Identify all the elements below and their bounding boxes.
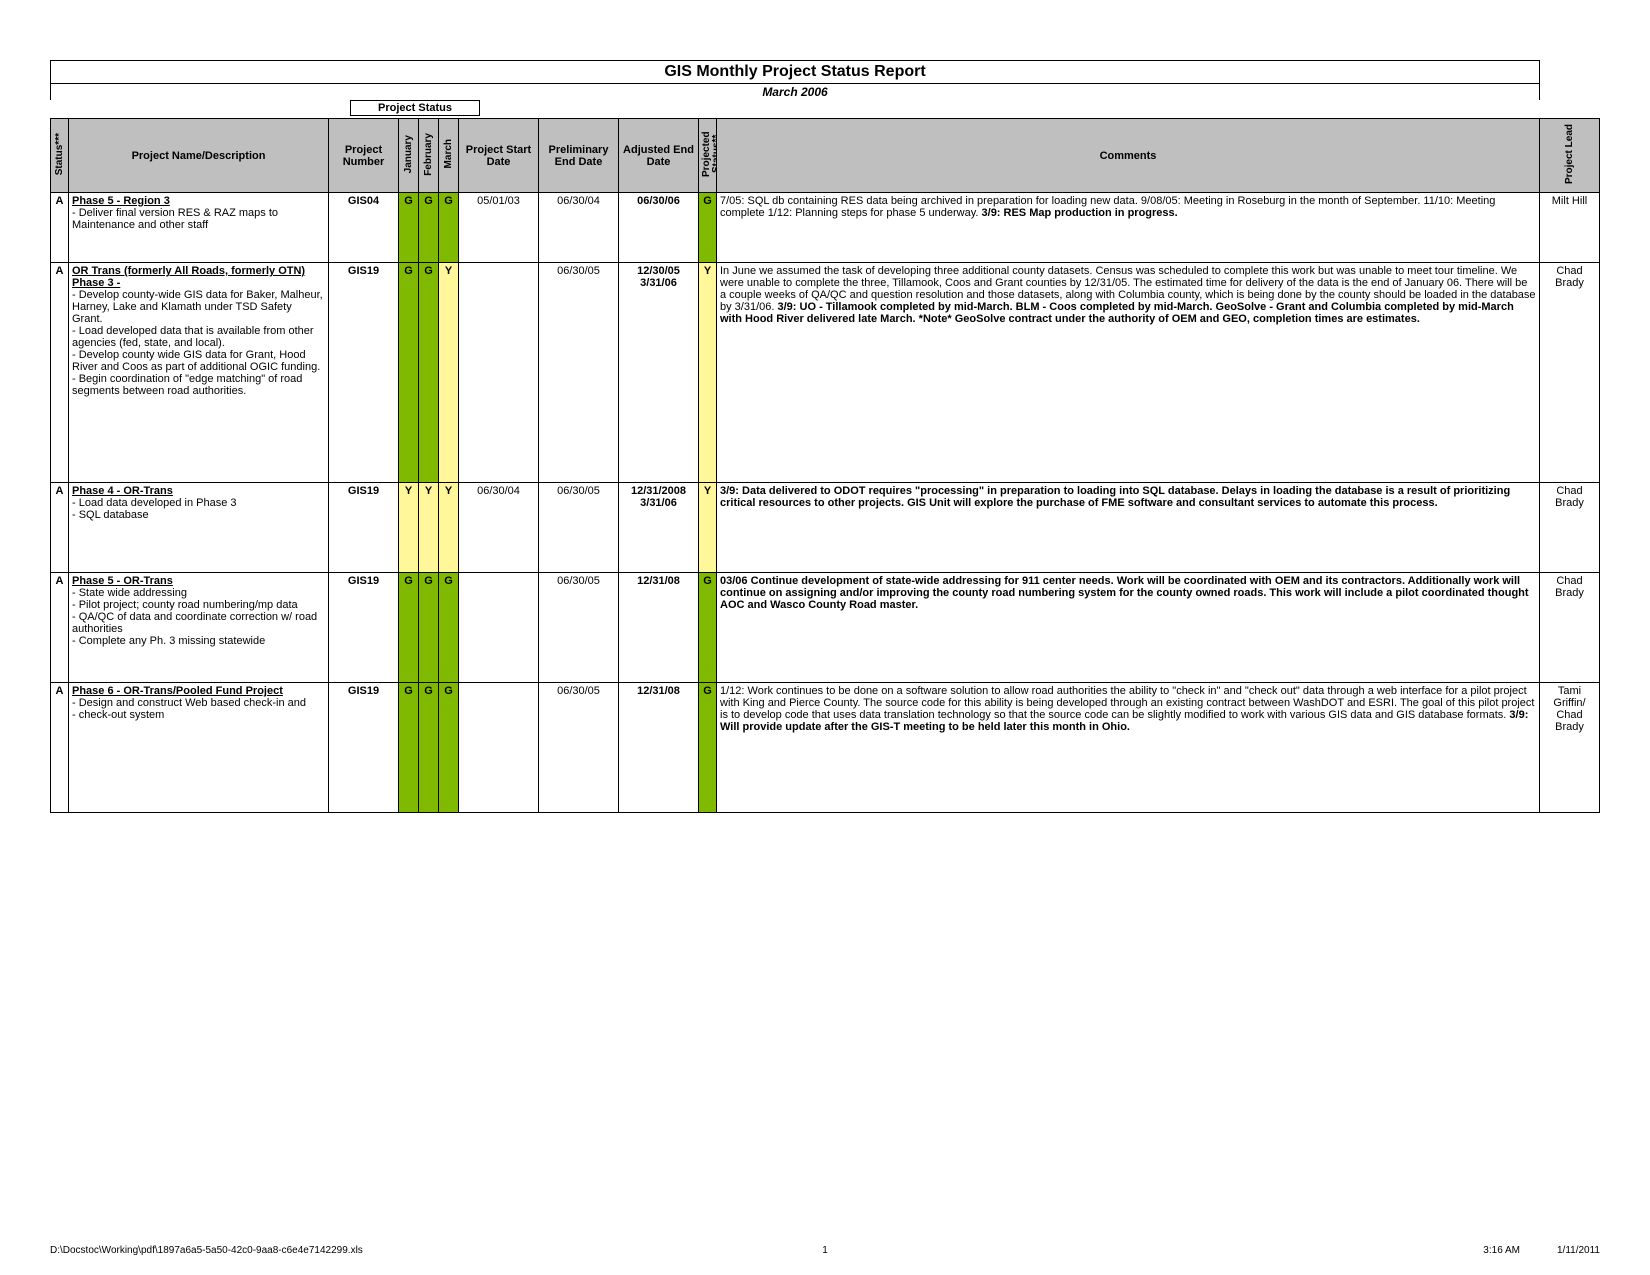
cell-adj: 06/30/06 (619, 193, 699, 263)
table-row: APhase 6 - OR-Trans/Pooled Fund Project … (51, 683, 1600, 813)
cell-mar: Y (439, 263, 459, 483)
cell-mar: G (439, 193, 459, 263)
cell-comments: 03/06 Continue development of state-wide… (717, 573, 1540, 683)
cell-lead: Chad Brady (1540, 573, 1600, 683)
report-title: GIS Monthly Project Status Report (51, 61, 1539, 84)
report-subtitle: March 2006 (51, 84, 1539, 100)
cell-status: A (51, 193, 69, 263)
cell-comments: 3/9: Data delivered to ODOT requires "pr… (717, 483, 1540, 573)
cell-feb: G (419, 193, 439, 263)
col-status: Status*** (51, 119, 69, 193)
col-projected: Projected Status** (699, 119, 717, 193)
cell-jan: Y (399, 483, 419, 573)
cell-start (459, 683, 539, 813)
cell-comments: 7/05: SQL db containing RES data being a… (717, 193, 1540, 263)
cell-name: Phase 4 - OR-Trans - Load data developed… (69, 483, 329, 573)
col-name: Project Name/Description (69, 119, 329, 193)
col-adj: Adjusted End Date (619, 119, 699, 193)
table-head: Status*** Project Name/Description Proje… (51, 119, 1600, 193)
cell-jan: G (399, 263, 419, 483)
report-container: GIS Monthly Project Status Report March … (50, 60, 1600, 813)
cell-prelim: 06/30/05 (539, 683, 619, 813)
cell-jan: G (399, 193, 419, 263)
cell-lead: Tami Griffin/ Chad Brady (1540, 683, 1600, 813)
cell-number: GIS04 (329, 193, 399, 263)
cell-projected: Y (699, 263, 717, 483)
cell-lead: Chad Brady (1540, 483, 1600, 573)
cell-number: GIS19 (329, 483, 399, 573)
cell-status: A (51, 573, 69, 683)
cell-projected: Y (699, 483, 717, 573)
col-number: Project Number (329, 119, 399, 193)
cell-comments: 1/12: Work continues to be done on a sof… (717, 683, 1540, 813)
cell-lead: Chad Brady (1540, 263, 1600, 483)
col-comments: Comments (717, 119, 1540, 193)
cell-name: Phase 5 - OR-Trans - State wide addressi… (69, 573, 329, 683)
footer-date: 1/11/2011 (1557, 1245, 1600, 1256)
cell-start (459, 573, 539, 683)
cell-projected: G (699, 683, 717, 813)
cell-jan: G (399, 573, 419, 683)
cell-prelim: 06/30/05 (539, 483, 619, 573)
cell-prelim: 06/30/05 (539, 263, 619, 483)
cell-status: A (51, 683, 69, 813)
cell-status: A (51, 263, 69, 483)
table-row: A Phase 5 - OR-Trans - State wide addres… (51, 573, 1600, 683)
cell-name: OR Trans (formerly All Roads, formerly O… (69, 263, 329, 483)
footer-path: D:\Docstoc\Working\pdf\1897a6a5-5a50-42c… (50, 1245, 363, 1256)
table-row: APhase 4 - OR-Trans - Load data develope… (51, 483, 1600, 573)
cell-adj: 12/31/08 (619, 683, 699, 813)
cell-mar: Y (439, 483, 459, 573)
cell-name: Phase 5 - Region 3 - Deliver final versi… (69, 193, 329, 263)
cell-number: GIS19 (329, 263, 399, 483)
cell-mar: G (439, 573, 459, 683)
cell-projected: G (699, 573, 717, 683)
cell-adj: 12/31/08 (619, 573, 699, 683)
cell-comments: In June we assumed the task of developin… (717, 263, 1540, 483)
col-start: Project Start Date (459, 119, 539, 193)
table-body: APhase 5 - Region 3 - Deliver final vers… (51, 193, 1600, 813)
footer-time: 3:16 AM (1483, 1245, 1520, 1256)
cell-start: 05/01/03 (459, 193, 539, 263)
cell-name: Phase 6 - OR-Trans/Pooled Fund Project -… (69, 683, 329, 813)
status-table: Status*** Project Name/Description Proje… (50, 118, 1600, 813)
col-mar: March (439, 119, 459, 193)
cell-lead: Milt Hill (1540, 193, 1600, 263)
footer-page: 1 (822, 1245, 828, 1256)
cell-adj: 12/30/053/31/06 (619, 263, 699, 483)
cell-mar: G (439, 683, 459, 813)
cell-feb: G (419, 683, 439, 813)
cell-feb: G (419, 573, 439, 683)
cell-feb: Y (419, 483, 439, 573)
col-feb: February (419, 119, 439, 193)
cell-jan: G (399, 683, 419, 813)
col-prelim: Preliminary End Date (539, 119, 619, 193)
cell-adj: 12/31/20083/31/06 (619, 483, 699, 573)
cell-prelim: 06/30/05 (539, 573, 619, 683)
table-row: APhase 5 - Region 3 - Deliver final vers… (51, 193, 1600, 263)
cell-start (459, 263, 539, 483)
table-row: AOR Trans (formerly All Roads, formerly … (51, 263, 1600, 483)
cell-status: A (51, 483, 69, 573)
cell-number: GIS19 (329, 573, 399, 683)
col-jan: January (399, 119, 419, 193)
cell-prelim: 06/30/04 (539, 193, 619, 263)
cell-number: GIS19 (329, 683, 399, 813)
project-status-label: Project Status (350, 100, 480, 116)
cell-start: 06/30/04 (459, 483, 539, 573)
col-lead: Project Lead (1540, 119, 1600, 193)
cell-feb: G (419, 263, 439, 483)
cell-projected: G (699, 193, 717, 263)
title-bar: GIS Monthly Project Status Report March … (50, 60, 1540, 100)
